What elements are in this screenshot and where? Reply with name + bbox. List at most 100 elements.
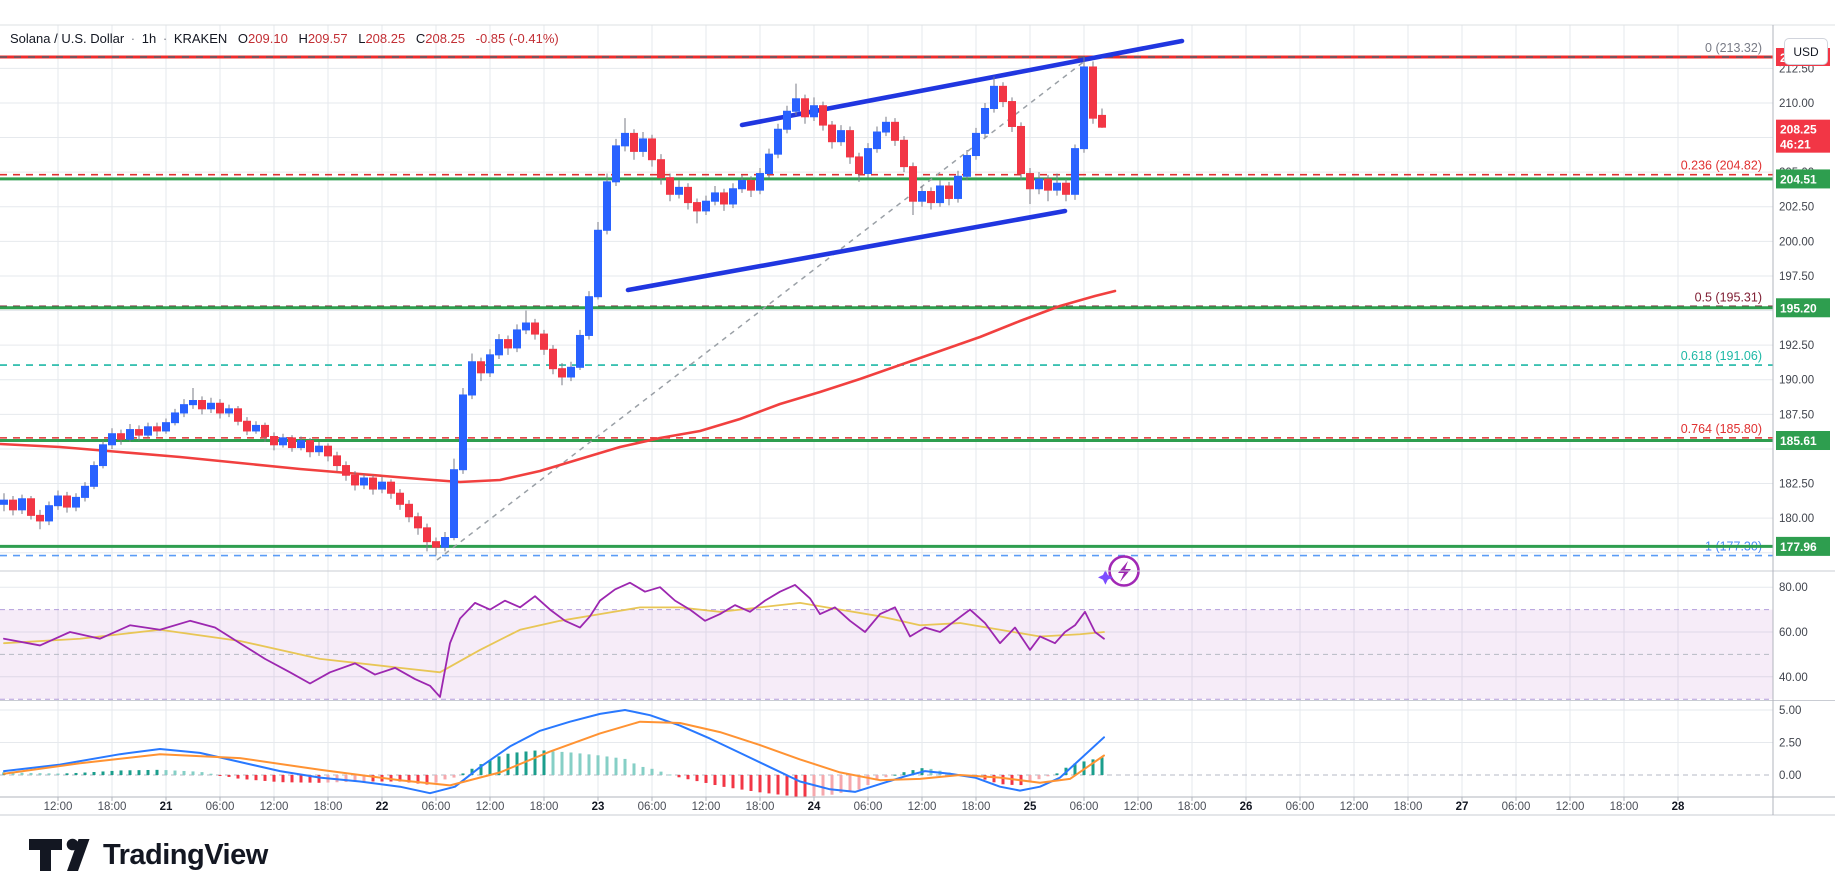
candle-down	[855, 156, 863, 175]
candle-up	[864, 148, 872, 175]
time-label: 18:00	[962, 801, 991, 813]
time-label: 12:00	[260, 801, 289, 813]
candle-down	[540, 333, 548, 350]
candle-down	[648, 138, 656, 161]
candle-up	[495, 339, 503, 356]
candle-up	[459, 394, 467, 471]
price-tick: 182.50	[1779, 479, 1814, 491]
candle-down	[270, 435, 278, 446]
candle-up	[1080, 66, 1088, 150]
support-badge-bg	[1776, 169, 1830, 189]
histogram-bar	[425, 775, 429, 785]
histogram-bar	[533, 750, 537, 775]
price-tick: 212.50	[1779, 63, 1814, 75]
candle-down	[1098, 114, 1106, 128]
time-axis[interactable]: 12:00 18:00 21 06:00 12:00 18:00 22 06:00 12:00 1…	[44, 797, 1685, 813]
candle-up	[612, 145, 620, 183]
candle-up	[207, 402, 215, 410]
candle-up	[72, 496, 80, 508]
histogram-bar	[713, 775, 717, 786]
histogram-bar	[254, 775, 258, 781]
tradingview-logo-icon	[29, 838, 90, 871]
candle-down	[342, 465, 350, 476]
low-label: L	[358, 31, 366, 46]
histogram-bar	[731, 775, 735, 789]
support-badge-text: 185.61	[1780, 434, 1817, 448]
candle-up	[621, 132, 629, 147]
candles-layer	[0, 57, 1106, 556]
histogram-bar	[884, 775, 888, 778]
time-label: 06:00	[422, 801, 451, 813]
histogram-bar	[1055, 773, 1059, 775]
candle-up	[837, 130, 845, 143]
histogram-bar	[740, 775, 744, 790]
time-label: 18:00	[1394, 801, 1423, 813]
fib-trend-dashed-line[interactable]	[436, 56, 1091, 561]
candle-up	[738, 179, 746, 190]
time-label: 18:00	[1610, 801, 1639, 813]
histogram-bar	[371, 775, 375, 782]
time-label: 23	[592, 801, 605, 813]
histogram-bar	[641, 766, 645, 775]
time-label: 28	[1672, 801, 1685, 813]
red-ma-line	[0, 289, 1117, 484]
currency-usd-button[interactable]: USD	[1784, 38, 1828, 65]
sparkle	[1098, 570, 1113, 585]
candle-up	[108, 433, 116, 446]
candle-down	[117, 433, 125, 440]
histogram-bar	[29, 772, 33, 775]
support-badge-text: 177.96	[1780, 540, 1817, 554]
candle-up	[1035, 178, 1043, 190]
candle-up	[45, 505, 53, 522]
time-label: 12:00	[1124, 801, 1153, 813]
histogram-bar	[56, 773, 60, 775]
candle-up	[225, 408, 233, 414]
candle-up	[972, 132, 980, 157]
candle-up	[180, 404, 188, 414]
histogram-bar	[1091, 759, 1095, 775]
candle-up	[936, 185, 944, 204]
candle-down	[234, 408, 242, 422]
candle-down	[819, 105, 827, 126]
rsi-tick: 60.00	[1779, 627, 1808, 639]
candle-up	[441, 537, 449, 548]
histogram-bar	[839, 775, 843, 793]
histogram-bar	[245, 775, 249, 780]
candle-down	[558, 368, 566, 378]
histogram-bar	[803, 775, 807, 797]
candle-up	[675, 186, 683, 195]
candle-up	[990, 85, 998, 109]
rsi-ma-line	[3, 601, 1105, 674]
channel_lower-trendline[interactable]	[625, 208, 1068, 293]
time-label: 25	[1024, 801, 1037, 813]
tradingview-logo[interactable]: TradingView	[28, 833, 268, 877]
support-badge: 185.61	[1776, 431, 1830, 451]
candle-down	[945, 185, 953, 199]
candle-up	[450, 469, 458, 539]
candle-up	[18, 498, 26, 511]
time-label: 22	[376, 801, 389, 813]
histogram-bar	[398, 775, 402, 782]
candle-down	[135, 429, 143, 436]
candle-down	[351, 474, 359, 486]
histogram-bar	[110, 770, 114, 775]
histogram-bar	[119, 770, 123, 775]
histogram-bar	[560, 751, 564, 775]
candle-up	[252, 424, 260, 432]
fib-label-0.764: 0.764 (185.80)	[1681, 422, 1762, 436]
histogram-bar	[632, 763, 636, 775]
close-value: 208.25	[425, 31, 465, 46]
price-tick: 200.00	[1779, 236, 1814, 248]
histogram-bar	[101, 771, 105, 775]
fib-label-0.618: 0.618 (191.06)	[1681, 349, 1762, 363]
symbol-legend[interactable]: Solana / U.S. Dollar · 1h · KRAKEN O209.…	[10, 31, 559, 46]
histogram-bar	[416, 775, 420, 784]
candle-down	[243, 420, 251, 432]
candle-down	[423, 527, 431, 543]
candle-up	[144, 426, 152, 436]
candle-up	[360, 477, 368, 486]
candle-down	[63, 495, 71, 508]
histogram-bar	[1028, 775, 1032, 783]
